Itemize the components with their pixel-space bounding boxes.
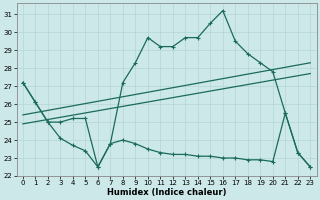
X-axis label: Humidex (Indice chaleur): Humidex (Indice chaleur) (107, 188, 226, 197)
